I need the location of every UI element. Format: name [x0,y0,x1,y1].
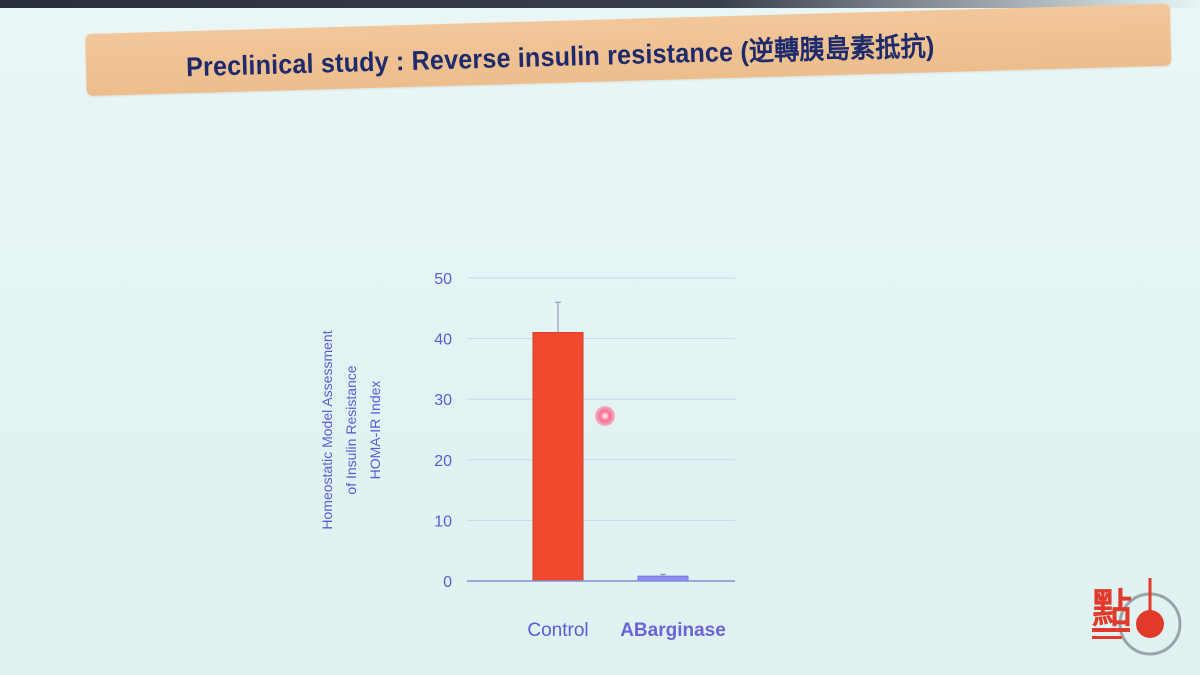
y-axis-label: Homeostatic Model Assessment of Insulin R… [319,330,383,529]
y-axis-label-line: of Insulin Resistance [343,365,359,494]
laser-pointer-dot [595,406,615,426]
x-category-label: Control [527,620,588,641]
y-tick-label: 20 [434,453,452,470]
y-tick-label: 30 [434,392,452,409]
bar-control [532,332,584,582]
station-logo-icon: 點 [1092,578,1182,656]
x-category-label: ABarginase [620,620,726,641]
y-tick-label: 10 [434,513,452,530]
y-tick-label: 40 [434,332,452,349]
y-axis-label-line: Homeostatic Model Assessment [319,330,335,529]
y-axis: 0 10 20 30 40 50 [434,271,452,591]
y-tick-label: 50 [434,271,452,288]
y-tick-label: 0 [443,574,452,591]
y-axis-label-line: HOMA-IR Index [367,381,383,480]
x-axis: Control ABarginase [467,580,735,641]
chart-gridlines [467,277,735,521]
top-edge-bar [0,0,1200,8]
logo-glyph: 點 [1092,586,1132,632]
chart-bars [532,301,689,582]
